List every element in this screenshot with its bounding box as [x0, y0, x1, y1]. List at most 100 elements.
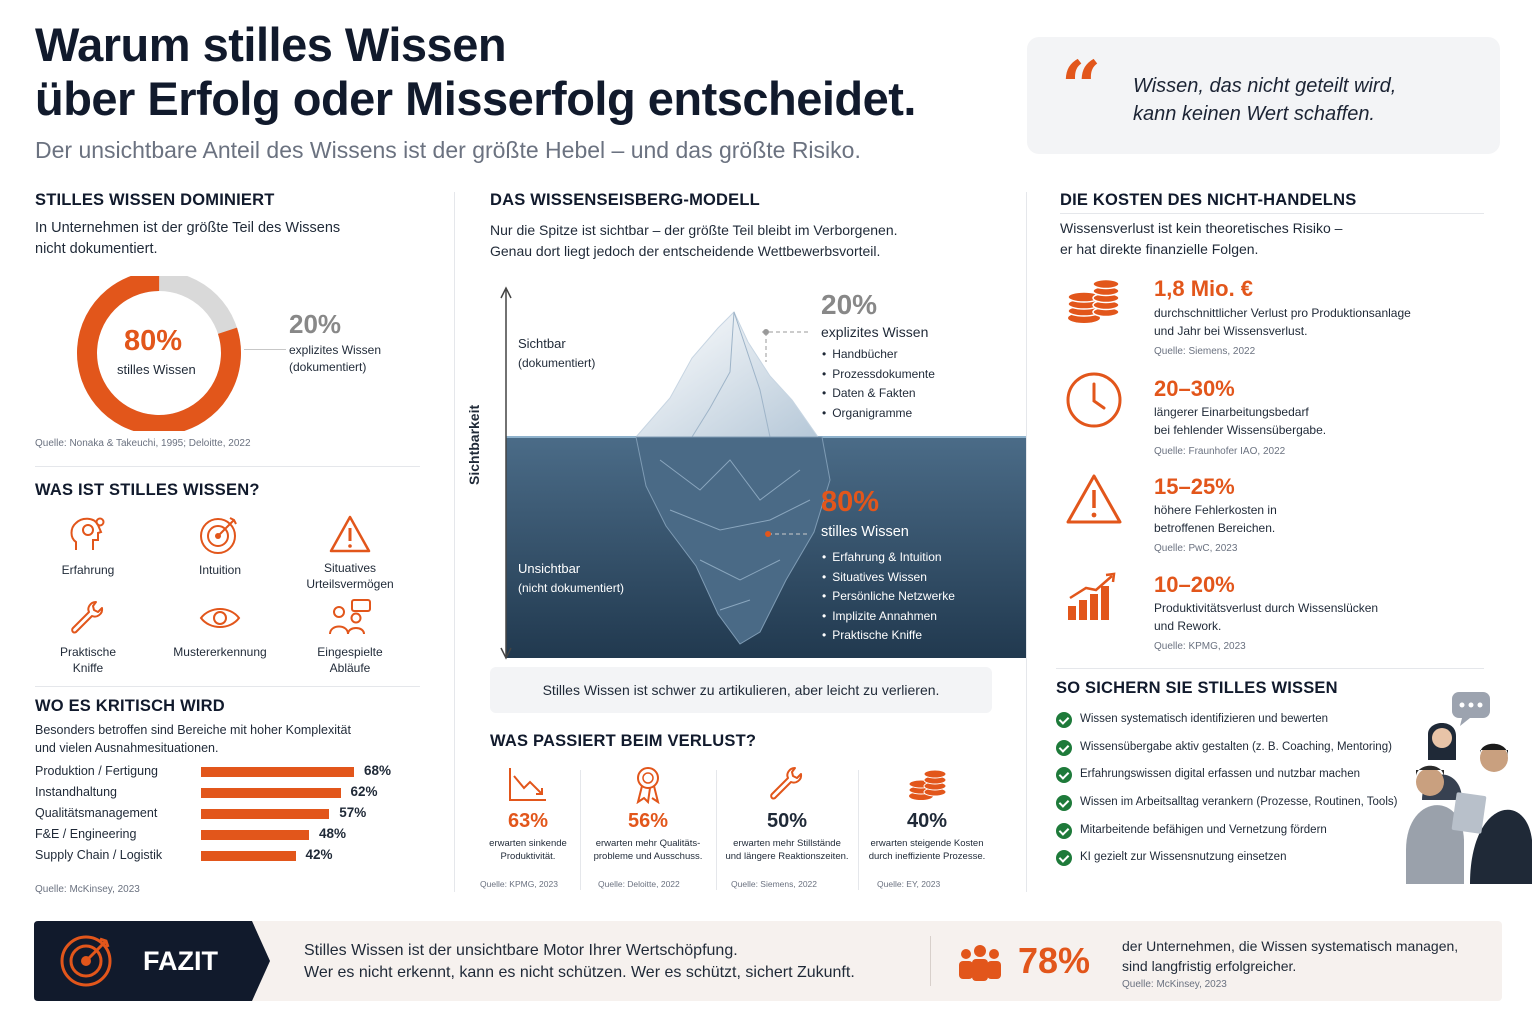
fazit-divider — [930, 936, 931, 986]
donut-leader-line — [244, 349, 286, 350]
tacit-item-label2: Urteilsvermögen — [306, 577, 394, 591]
cost-desc1: höhere Fehlerkosten in — [1154, 503, 1277, 517]
warning-icon — [329, 515, 371, 553]
eisberg-text-line2: Genau dort liegt jedoch der entscheidend… — [490, 243, 881, 259]
warning-icon — [1066, 474, 1122, 524]
top-list-item: Organigramme — [822, 404, 935, 424]
donut-tacit-value: 80% — [124, 325, 183, 357]
bar-growth-icon — [1068, 572, 1116, 620]
cost-value: 10–20% — [1154, 572, 1235, 597]
tacit-item-mustererkennung: Mustererkennung — [166, 598, 274, 660]
dominiert-text-line2: nicht dokumentiert. — [35, 241, 158, 257]
cost-value: 15–25% — [1154, 474, 1235, 499]
dominiert-text-line1: In Unternehmen ist der größte Teil des W… — [35, 220, 341, 236]
explicit-label-line2: (dokumentiert) — [289, 360, 367, 374]
bottom-list-item: Praktische Kniffe — [822, 626, 955, 646]
bar-label: Produktion / Fertigung — [35, 764, 158, 778]
dominiert-source: Quelle: Nonaka & Takeuchi, 1995; Deloitt… — [35, 438, 251, 449]
verlust-divider — [716, 770, 717, 890]
section-title-kritisch: WO ES KRITISCH WIRD — [35, 697, 225, 715]
fazit-stat-text: der Unternehmen, die Wissen systematisch… — [1122, 936, 1458, 976]
axis-label-sichtbarkeit: Sichtbarkeit — [466, 404, 482, 485]
cost-source: Quelle: Siemens, 2022 — [1154, 346, 1256, 357]
donut-explicit-value: 20% — [289, 309, 342, 339]
tacit-item-label2: Abläufe — [329, 661, 371, 675]
fazit-stat-line1: der Unternehmen, die Wissen systematisch… — [1122, 938, 1459, 954]
section-title-dominiert: STILLES WISSEN DOMINIERT — [35, 191, 275, 209]
kritisch-text-line2: und vielen Ausnahmesituationen. — [35, 741, 219, 755]
kosten-text-line1: Wissensverlust ist kein theoretisches Ri… — [1060, 220, 1343, 236]
cost-value: 20–30% — [1154, 376, 1235, 401]
bottom-list-item: Implizite Annahmen — [822, 607, 955, 627]
tacit-item-label2: Kniffe — [72, 661, 104, 675]
tacit-item-intuition: Intuition — [174, 514, 266, 578]
cost-desc: höhere Fehlerkosten in betroffenen Berei… — [1154, 501, 1277, 537]
tacit-item-kniffe: Praktische Kniffe — [42, 598, 134, 676]
tacit-item-label: Intuition — [198, 563, 242, 577]
section-title-verlust: WAS PASSIERT BEIM VERLUST? — [490, 732, 757, 750]
tacit-item-label1: Eingespielte — [317, 645, 383, 659]
tacit-item-urteilsvermoegen: Situatives Urteilsvermögen — [298, 514, 402, 592]
people-illustration — [1406, 692, 1532, 884]
bar-label: Qualitätsmanagement — [35, 806, 158, 820]
loss-desc2: durch ineffiziente Prozesse. — [868, 851, 986, 862]
fazit-text: Stilles Wissen ist der unsichtbare Motor… — [304, 940, 855, 984]
measure-item: Wissen systematisch identifizieren und b… — [1080, 713, 1329, 725]
loss-item-costs: 40% erwarten steigende Kosten durch inef… — [864, 764, 990, 863]
bar-value: 68% — [364, 763, 392, 778]
bar-value: 62% — [350, 784, 378, 799]
loss-desc1: erwarten steigende Kosten — [870, 838, 984, 849]
cost-source: Quelle: Fraunhofer IAO, 2022 — [1154, 446, 1286, 457]
cost-desc: Produktivitätsverlust durch Wissenslücke… — [1154, 599, 1378, 635]
cost-desc2: und Jahr bei Wissensverlust. — [1154, 324, 1308, 338]
bar-value: 42% — [305, 847, 333, 862]
loss-source: Quelle: Siemens, 2022 — [731, 879, 817, 889]
target-icon — [200, 517, 237, 554]
bar — [201, 809, 330, 819]
measure-item: Erfahrungswissen digital erfassen und nu… — [1080, 768, 1360, 780]
bar — [201, 830, 309, 840]
clock-icon — [1066, 372, 1122, 428]
bar-value: 57% — [339, 805, 367, 820]
loss-desc2: Produktivität. — [500, 851, 556, 862]
cost-source: Quelle: KPMG, 2023 — [1154, 641, 1246, 652]
cost-desc1: durchschnittlicher Verlust pro Produktio… — [1154, 306, 1411, 320]
section-title-sichern: SO SICHERN SIE STILLES WISSEN — [1056, 679, 1338, 697]
eye-icon — [199, 608, 241, 628]
bottom-list: Erfahrung & Intuition Situatives Wissen … — [822, 548, 955, 646]
quote-line2: kann keinen Wert schaffen. — [1133, 103, 1375, 125]
divider-kosten — [1060, 213, 1484, 214]
iceberg-illustration — [500, 286, 1026, 660]
verlust-divider — [580, 770, 581, 890]
loss-source: Quelle: Deloitte, 2022 — [598, 879, 680, 889]
wrench-icon — [770, 767, 803, 800]
check-icon — [1056, 712, 1072, 728]
loss-source: Quelle: EY, 2023 — [877, 879, 941, 889]
top-list-item: Daten & Fakten — [822, 384, 935, 404]
coins-icon — [908, 769, 947, 800]
eisberg-text-line1: Nur die Spitze ist sichtbar – der größte… — [490, 222, 898, 238]
quote-box — [1027, 37, 1500, 154]
check-icon — [1056, 767, 1072, 783]
page-title-line1: Warum stilles Wissen — [35, 18, 507, 71]
check-icon — [1056, 850, 1072, 866]
head-gear-icon — [70, 517, 105, 550]
wrench-icon — [71, 601, 104, 634]
measure-item: Wissensübergabe aktiv gestalten (z. B. C… — [1080, 741, 1392, 753]
fazit-line1: Stilles Wissen ist der unsichtbare Motor… — [304, 942, 738, 959]
kritisch-text: Besonders betroffen sind Bereiche mit ho… — [35, 721, 351, 757]
iceberg-tip — [634, 311, 819, 438]
loss-source: Quelle: KPMG, 2023 — [480, 879, 558, 889]
kritisch-source: Quelle: McKinsey, 2023 — [35, 884, 140, 895]
bar-label: Supply Chain / Logistik — [35, 848, 163, 862]
top-list-item: Handbücher — [822, 345, 935, 365]
coins-icon — [1067, 278, 1120, 323]
quote-line1: Wissen, das nicht geteilt wird, — [1133, 75, 1397, 97]
top-list-item: Prozessdokumente — [822, 365, 935, 385]
section-title-kosten: DIE KOSTEN DES NICHT-HANDELNS — [1060, 191, 1357, 209]
eisberg-callout: Stilles Wissen ist schwer zu artikuliere… — [490, 667, 992, 713]
loss-desc2: und längere Reaktionszeiten. — [725, 851, 849, 862]
loss-value: 40% — [906, 810, 948, 832]
loss-item-downtime: 50% erwarten mehr Stillstände und länger… — [722, 764, 852, 863]
bar-label: Instandhaltung — [35, 785, 118, 799]
